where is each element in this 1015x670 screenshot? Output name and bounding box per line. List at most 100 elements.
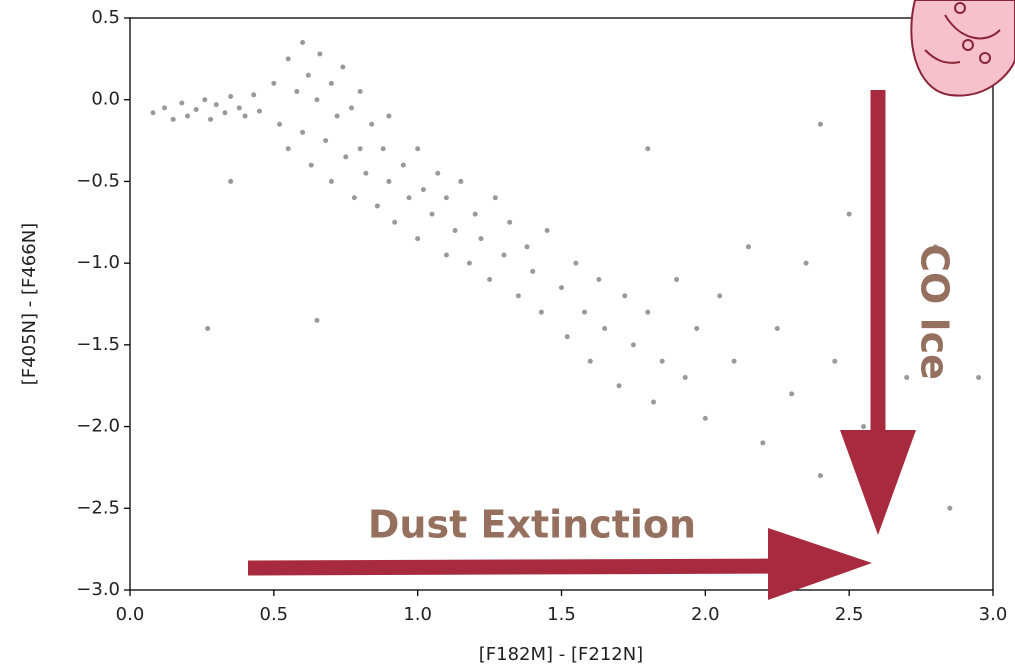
- point: [472, 211, 478, 217]
- x-tick-label: 3.0: [979, 604, 1008, 625]
- point: [357, 89, 363, 95]
- point: [323, 138, 329, 144]
- y-axis-label: [F405N] - [F466N]: [19, 223, 40, 385]
- point: [277, 121, 283, 127]
- point: [340, 64, 346, 70]
- point: [659, 358, 665, 364]
- point: [285, 56, 291, 62]
- point: [651, 399, 657, 405]
- point: [256, 108, 262, 114]
- point: [305, 72, 311, 78]
- point: [415, 146, 421, 152]
- point: [202, 97, 208, 103]
- y-tick-label: −2.5: [76, 497, 120, 518]
- point: [415, 236, 421, 242]
- point: [487, 276, 493, 282]
- y-tick-label: −3.0: [76, 579, 120, 600]
- point: [328, 80, 334, 86]
- point: [162, 105, 168, 111]
- point: [731, 358, 737, 364]
- point: [386, 178, 392, 184]
- point: [349, 105, 355, 111]
- y-tick-label: 0.5: [91, 7, 120, 28]
- point: [846, 211, 852, 217]
- point: [251, 92, 257, 98]
- point: [596, 276, 602, 282]
- point: [420, 187, 426, 193]
- point: [524, 244, 530, 250]
- y-tick-label: 0.0: [91, 89, 120, 110]
- point: [478, 236, 484, 242]
- point: [538, 309, 544, 315]
- point: [466, 260, 472, 266]
- point: [602, 326, 608, 332]
- point: [582, 309, 588, 315]
- point: [193, 107, 199, 113]
- point: [682, 375, 688, 381]
- point: [616, 383, 622, 389]
- point: [573, 260, 579, 266]
- point: [674, 276, 680, 282]
- point: [328, 178, 334, 184]
- point: [492, 195, 498, 201]
- point: [185, 113, 191, 119]
- point: [300, 40, 306, 46]
- point: [357, 146, 363, 152]
- point: [976, 375, 982, 381]
- point: [745, 244, 751, 250]
- point: [242, 113, 248, 119]
- point: [947, 505, 953, 511]
- point: [774, 326, 780, 332]
- point: [622, 293, 628, 299]
- point: [380, 146, 386, 152]
- point: [179, 100, 185, 106]
- y-tick-label: −1.5: [76, 334, 120, 355]
- co-ice-arrow: [840, 90, 916, 535]
- point: [236, 105, 242, 111]
- point: [294, 89, 300, 95]
- point: [515, 293, 521, 299]
- point: [645, 309, 651, 315]
- point: [645, 146, 651, 152]
- point: [150, 110, 156, 116]
- point: [861, 424, 867, 430]
- annotation: CO Ice: [913, 244, 957, 380]
- point: [314, 97, 320, 103]
- point: [501, 252, 507, 258]
- x-axis-label: [F182M] - [F212N]: [479, 644, 643, 665]
- point: [443, 195, 449, 201]
- point: [170, 116, 176, 122]
- x-tick-label: 0.5: [260, 604, 289, 625]
- point: [317, 51, 323, 57]
- point: [760, 440, 766, 446]
- point: [400, 162, 406, 168]
- point: [205, 326, 211, 332]
- point: [300, 129, 306, 135]
- point: [406, 195, 412, 201]
- annotation: Dust Extinction: [368, 503, 696, 547]
- point: [452, 227, 458, 233]
- point: [222, 110, 228, 116]
- point: [717, 293, 723, 299]
- y-tick-label: −2.0: [76, 416, 120, 437]
- point: [435, 170, 441, 176]
- point: [213, 102, 219, 108]
- point: [343, 154, 349, 160]
- ticks: 0.0 0.5 1.0 1.5 2.0 2.5 3.0 0.5 0.0 −0.5 −1.0 −1.5 −…: [76, 7, 1007, 625]
- point: [932, 244, 938, 250]
- point: [559, 285, 564, 291]
- x-tick-label: 2.5: [835, 604, 864, 625]
- dust-arrow: [247, 528, 872, 600]
- point: [694, 326, 700, 332]
- point: [817, 473, 823, 479]
- point: [803, 260, 809, 266]
- point: [208, 116, 214, 122]
- point: [630, 342, 636, 348]
- x-tick-label: 2.0: [691, 604, 720, 625]
- point: [351, 195, 357, 201]
- point: [904, 375, 910, 381]
- flower-decoration: [910, 0, 1015, 97]
- point: [369, 121, 375, 127]
- point: [587, 358, 593, 364]
